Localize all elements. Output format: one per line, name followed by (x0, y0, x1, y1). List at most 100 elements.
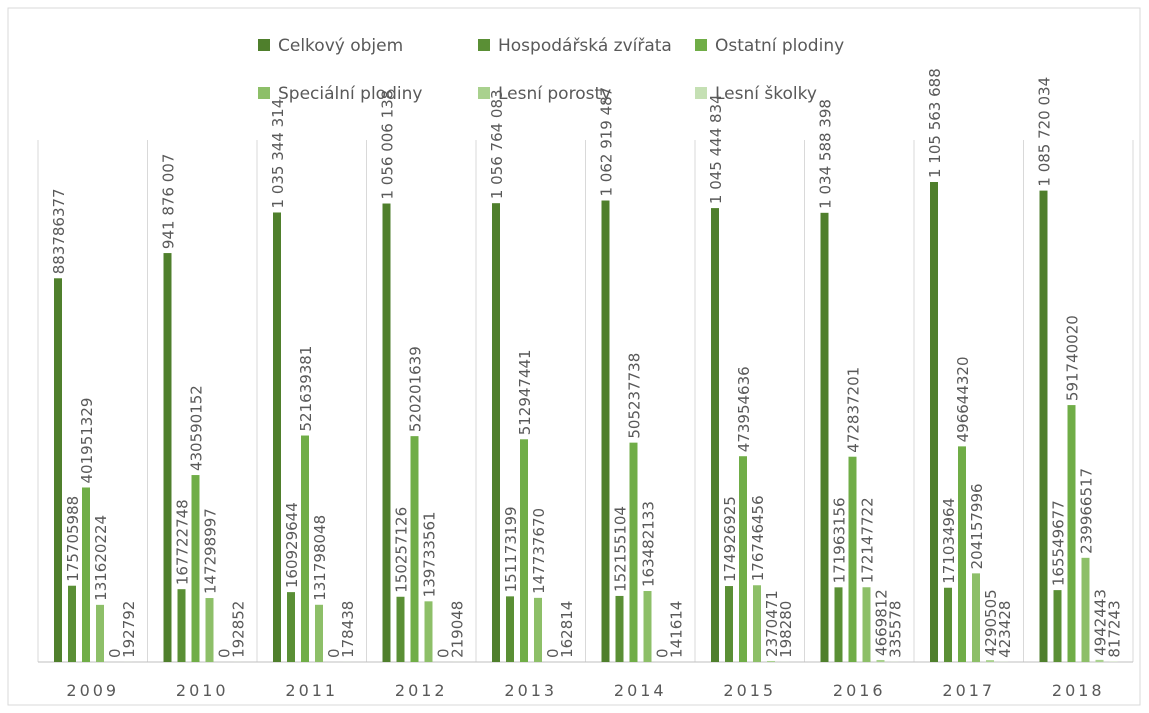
bar (205, 598, 214, 662)
data-label: 473954636 (735, 366, 753, 452)
bar (944, 587, 952, 662)
legend-label: Celkový objem (278, 36, 403, 56)
data-label: 430590152 (188, 385, 206, 471)
bar (643, 591, 652, 662)
bar (711, 208, 719, 662)
bar (54, 278, 62, 662)
legend-swatch (478, 87, 490, 99)
bar (410, 436, 419, 662)
legend-label: Hospodářská zvířata (498, 36, 672, 56)
bar (876, 659, 885, 662)
bar (96, 604, 104, 662)
data-label: 219048 (449, 601, 467, 658)
x-tick-label: 2018 (1052, 681, 1105, 700)
legend-label: Lesní porosty (498, 84, 611, 104)
bar (972, 573, 980, 662)
data-label: 1 045 444 834 (707, 94, 725, 204)
data-label: 239966517 (1078, 468, 1096, 554)
data-label: 512947441 (516, 349, 534, 435)
legend-swatch (478, 39, 490, 51)
data-label: 152155104 (612, 506, 630, 592)
data-label: 505237738 (626, 353, 644, 439)
bar (1095, 659, 1104, 662)
x-tick-label: 2017 (942, 681, 995, 700)
data-label: 521639381 (297, 346, 315, 432)
data-label: 147298997 (202, 508, 220, 594)
data-label: 163482133 (640, 501, 658, 587)
data-label: 817243 (1106, 600, 1124, 657)
x-tick-label: 2012 (395, 681, 448, 700)
bar (424, 601, 433, 662)
bar (930, 182, 938, 662)
data-label: 941 876 007 (160, 154, 178, 249)
data-label: 0 (544, 648, 562, 658)
bar (382, 203, 391, 662)
bar (767, 660, 775, 662)
bar (986, 660, 994, 662)
data-label: 472837201 (845, 367, 863, 453)
data-label: 0 (216, 648, 234, 658)
bar (1081, 557, 1090, 662)
data-label: 151173199 (502, 506, 520, 592)
data-label: 192792 (120, 601, 138, 658)
bar (534, 597, 542, 662)
data-label: 4669812 (873, 589, 891, 656)
x-tick-label: 2013 (504, 681, 557, 700)
bar (273, 212, 281, 662)
x-tick-label: 2015 (723, 681, 776, 700)
data-label: 883786377 (50, 188, 68, 274)
bar (848, 456, 857, 662)
legend-swatch (695, 39, 707, 51)
data-label: 165549677 (1050, 500, 1068, 586)
bar (862, 587, 871, 662)
bar (492, 203, 500, 663)
bar (287, 592, 295, 662)
data-label: 176746456 (749, 495, 767, 581)
legend-label: Lesní školky (715, 84, 817, 104)
bar (301, 435, 309, 662)
data-label: 1 056 764 083 (488, 89, 506, 199)
data-label: 167722748 (174, 499, 192, 585)
bar (753, 585, 761, 662)
data-label: 4290505 (982, 589, 1000, 656)
bar (629, 442, 638, 662)
data-label: 0 (435, 648, 453, 658)
bar (520, 439, 528, 662)
data-label: 335578 (887, 601, 905, 658)
data-label: 1 056 006 138 (379, 90, 397, 200)
data-label: 131620224 (92, 515, 110, 601)
legend-label: Speciální plodiny (278, 84, 422, 104)
legend-label: Ostatní plodiny (715, 36, 844, 56)
bar (1039, 190, 1048, 662)
bar (739, 456, 747, 662)
data-label: 162814 (558, 601, 576, 658)
data-label: 204157996 (968, 483, 986, 569)
data-label: 1 035 344 314 (269, 99, 287, 209)
bar (615, 595, 624, 662)
bar (1053, 590, 1062, 662)
bar (1067, 405, 1076, 662)
legend-swatch (258, 87, 270, 99)
bar (177, 589, 186, 662)
data-label: 1 105 563 688 (926, 68, 944, 178)
data-label: 4942443 (1092, 589, 1110, 656)
x-tick-label: 2014 (614, 681, 667, 700)
data-label: 0 (654, 648, 672, 658)
bar (191, 475, 200, 662)
bar (315, 604, 323, 662)
data-label: 0 (106, 648, 124, 658)
bar (396, 596, 405, 662)
bar (163, 253, 172, 662)
bar (958, 446, 966, 662)
x-tick-label: 2011 (285, 681, 338, 700)
data-label: 192852 (230, 601, 248, 658)
legend-swatch (695, 87, 707, 99)
x-tick-label: 2009 (66, 681, 119, 700)
x-tick-label: 2010 (176, 681, 229, 700)
data-label: 171034964 (940, 498, 958, 584)
bar (506, 596, 514, 662)
bar (725, 586, 733, 662)
data-label: 496644320 (954, 356, 972, 442)
data-label: 1 085 720 034 (1036, 77, 1054, 187)
